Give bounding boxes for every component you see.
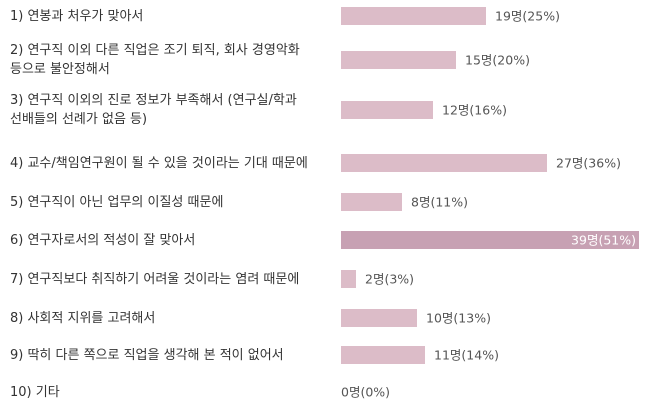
question-label: 7) 연구직보다 취직하기 어려울 것이라는 염려 때문에	[10, 271, 300, 287]
bar	[341, 7, 486, 25]
bar	[341, 270, 356, 288]
bar-value-label: 15명(20%)	[465, 53, 530, 68]
question-label: 2) 연구직 이외 다른 직업은 조기 퇴직, 회사 경영악화 등으로 불안정해…	[10, 43, 300, 77]
bar-value-label: 27명(36%)	[556, 156, 621, 171]
bar	[341, 193, 402, 211]
question-label: 5) 연구직이 아닌 업무의 이질성 때문에	[10, 194, 224, 210]
bar-value-label: 19명(25%)	[495, 9, 560, 24]
bar-value-label: 10명(13%)	[426, 311, 491, 326]
question-label: 10) 기타	[10, 384, 60, 400]
bar-value-label: 8명(11%)	[411, 195, 468, 210]
bar-value-label: 11명(14%)	[434, 348, 499, 363]
bar-value-label: 2명(3%)	[365, 272, 414, 287]
bar	[341, 154, 547, 172]
bar	[341, 309, 417, 327]
bar	[341, 231, 639, 249]
question-label: 1) 연봉과 처우가 맞아서	[10, 8, 144, 24]
bar-value-label: 12명(16%)	[442, 103, 507, 118]
bar	[341, 101, 433, 119]
question-label: 6) 연구자로서의 적성이 잘 맞아서	[10, 232, 196, 248]
bar-value-label: 0명(0%)	[341, 385, 390, 400]
question-label: 8) 사회적 지위를 고려해서	[10, 310, 156, 326]
bar	[341, 51, 456, 69]
question-label: 3) 연구직 이외의 진로 정보가 부족해서 (연구실/학과 선배들의 선례가 …	[10, 93, 297, 127]
bar-value-label: 39명(51%)	[571, 233, 636, 248]
bar	[341, 346, 425, 364]
question-label: 9) 딱히 다른 쪽으로 직업을 생각해 본 적이 없어서	[10, 347, 284, 363]
question-label: 4) 교수/책임연구원이 될 수 있을 것이라는 기대 때문에	[10, 155, 308, 171]
